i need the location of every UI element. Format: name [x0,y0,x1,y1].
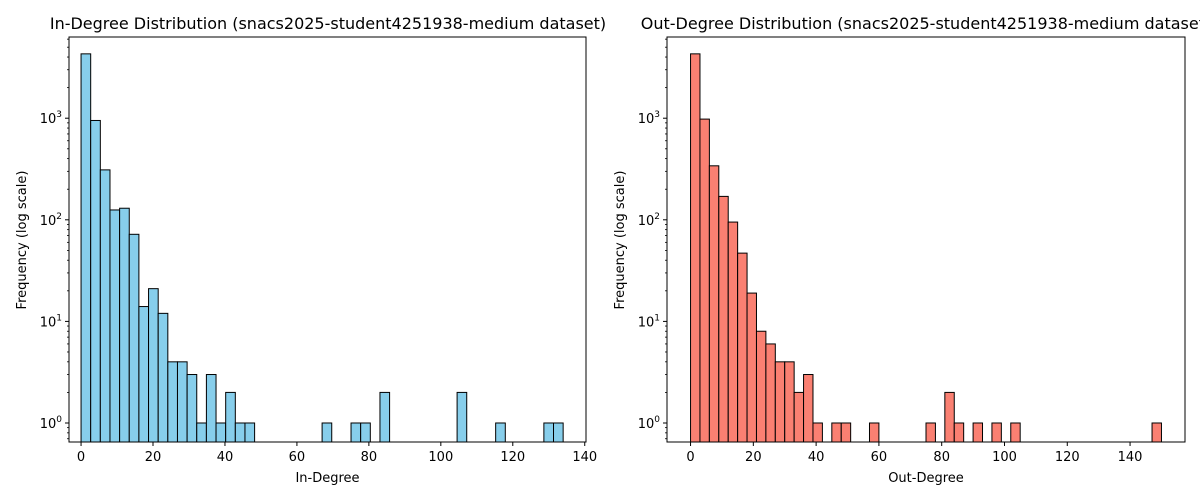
histogram-bar [840,422,852,443]
histogram-bar [746,292,757,443]
histogram-bar [812,422,823,443]
x-tick-label: 20 [745,450,762,465]
histogram-bar [991,422,1002,443]
histogram-bar [109,209,121,443]
x-tick-label: 0 [77,450,85,465]
histogram-bar [234,422,246,443]
histogram-bar [215,422,227,443]
x-tick-label: 80 [933,450,950,465]
histogram-bar [803,374,814,443]
y-axis-label: Frequency (log scale) [15,171,30,310]
y-tick-label: 101 [40,313,62,330]
histogram-bar [80,53,92,443]
x-tick-label: 40 [808,450,825,465]
x-tick-label: 60 [289,450,306,465]
y-tick-label: 103 [638,110,660,127]
histogram-bar [737,252,748,443]
x-tick-label: 80 [361,450,378,465]
histogram-bar [148,288,159,443]
y-axis-ticks: 100 101 102 103 [638,38,667,440]
histogram-bar [1151,422,1162,443]
y-tick-label: 101 [638,313,660,330]
histogram-bar [831,422,842,443]
x-tick-label: 0 [686,450,694,465]
x-tick-label: 20 [145,450,162,465]
histogram-bar [495,422,506,443]
x-tick-label: 100 [428,450,453,465]
histogram-bar [755,330,767,443]
histogram-bar [379,391,391,443]
out-degree-panel: Out-Degree Distribution (snacs2025-stude… [613,14,1200,486]
histogram-bar [793,391,805,443]
x-axis-label: Out-Degree [888,471,964,486]
histogram-bar [774,361,786,443]
histogram-bar [90,119,101,443]
histogram-bar [157,312,169,443]
y-tick-label: 102 [638,212,660,229]
histogram-bar [244,422,256,443]
plot-frame [68,36,587,443]
histogram-bar [765,343,776,443]
x-tick-label: 120 [500,450,525,465]
chart-title: In-Degree Distribution (snacs2025-studen… [50,14,606,33]
histogram-bar [868,422,880,443]
y-tick-label: 100 [638,415,661,432]
histogram-bar [128,233,140,443]
histogram-bar [944,391,955,443]
x-tick-label: 140 [1118,450,1143,465]
histogram-bar [699,118,710,443]
histogram-bar [119,207,130,443]
x-axis-ticks: 0 20 40 60 80 100 120 140 [686,442,1142,465]
histogram-bar [99,169,111,443]
histogram-bar [690,53,701,443]
histogram-bar [167,361,178,443]
y-tick-label: 102 [40,212,62,229]
x-tick-label: 120 [1055,450,1080,465]
x-axis-label: In-Degree [295,471,359,486]
histogram-bar [972,422,984,443]
x-tick-label: 100 [992,450,1017,465]
plot-frame [666,36,1186,443]
histogram-bar [205,374,217,443]
histogram-bar [321,422,333,443]
histogram-bar [456,391,468,443]
y-axis-ticks: 100 101 102 103 [40,38,69,440]
x-axis-ticks: 0 20 40 60 80 100 120 140 [77,442,597,465]
y-tick-label: 103 [40,110,62,127]
histogram-bar [360,422,371,443]
histogram-bar [718,195,729,443]
x-tick-label: 60 [871,450,888,465]
histogram-bar [176,361,188,443]
in-degree-panel: In-Degree Distribution (snacs2025-studen… [15,14,606,486]
histogram-bar [553,422,564,443]
histogram-bar [727,221,739,443]
histogram-bar [1010,422,1021,443]
histogram-bar [708,165,720,443]
x-tick-label: 140 [572,450,597,465]
y-axis-label: Frequency (log scale) [613,171,628,310]
histogram-bar [138,306,150,443]
y-tick-label: 100 [40,415,63,432]
histogram-bar [784,361,795,443]
histogram-bar [953,422,965,443]
histogram-bar [225,391,236,443]
histogram-bar [196,422,207,443]
chart-title: Out-Degree Distribution (snacs2025-stude… [641,14,1200,33]
histogram-bar [350,422,362,443]
histogram-bar [925,422,936,443]
x-tick-label: 40 [217,450,234,465]
histogram-bar [186,374,198,443]
histogram-bar [543,422,555,443]
